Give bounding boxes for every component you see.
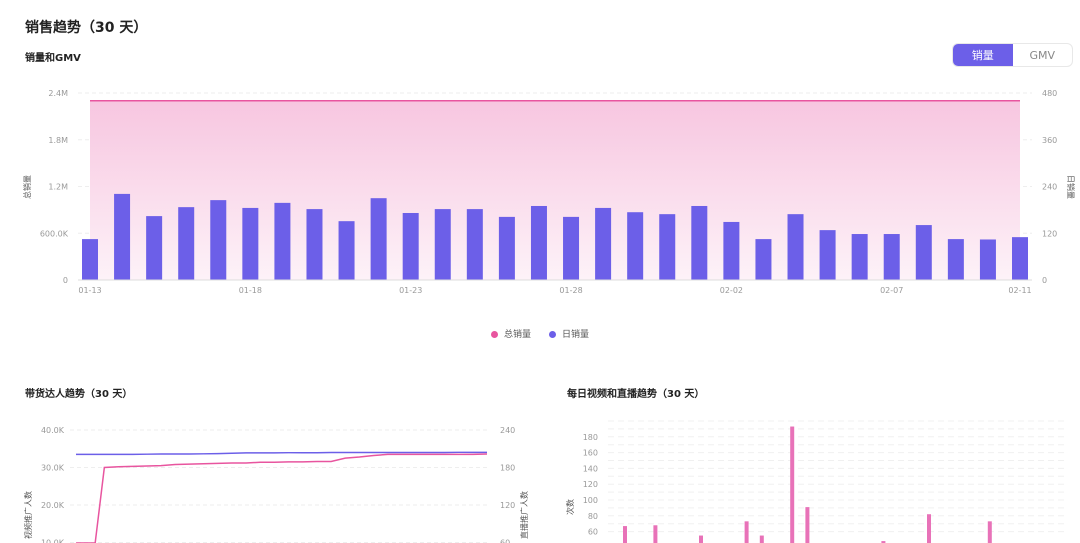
x-tick-label: 01-28 xyxy=(559,286,582,295)
daily-count-bar xyxy=(699,535,703,543)
daily-sales-bar xyxy=(627,212,644,280)
daily-count-bar xyxy=(653,525,658,543)
total-sales-area xyxy=(90,100,1020,281)
left-tick-label: 40.0K xyxy=(41,426,65,435)
y-tick-label: 80 xyxy=(588,512,598,521)
sales-subtitle: 销量和GMV xyxy=(25,53,81,64)
left-tick-label: 10.0K xyxy=(41,539,65,543)
sales-chart: 0 0 600.0K 120 1.2M 240 1.8M 360 2.4M 480 总销量 日销量 01… xyxy=(22,89,1076,295)
y-axis-label-right: 日销量 xyxy=(1066,175,1076,199)
right-tick-label: 180 xyxy=(500,464,515,473)
toggle-gmv-button[interactable]: GMV xyxy=(1029,48,1056,62)
left-tick-label: 20.0K xyxy=(41,501,65,510)
right-tick-label: 360 xyxy=(1042,136,1057,145)
daily-sales-bar xyxy=(979,239,996,280)
daily-sales-bar xyxy=(755,239,772,280)
daily-sales-bar xyxy=(370,198,387,280)
y-tick-label: 160 xyxy=(583,449,598,458)
daily-count-bar xyxy=(805,507,810,543)
daily-sales-bar xyxy=(691,205,708,280)
y-axis-label: 次数 xyxy=(565,499,575,515)
y-axis-label-right: 直播推广人数 xyxy=(519,491,529,539)
daily-count-bar xyxy=(987,521,992,543)
daily-count-bar xyxy=(623,526,627,543)
x-tick-label: 02-07 xyxy=(880,286,903,295)
x-tick-label: 01-13 xyxy=(78,286,101,295)
right-tick-label: 0 xyxy=(1042,276,1047,285)
daily-sales-bar xyxy=(274,202,291,280)
daily-sales-bar xyxy=(883,234,900,280)
daily-sales-bar xyxy=(498,216,515,280)
y-tick-label: 100 xyxy=(583,496,598,505)
y-tick-label: 140 xyxy=(583,464,598,473)
x-tick-label: 01-23 xyxy=(399,286,422,295)
left-tick-label: 0 xyxy=(63,276,68,285)
y-tick-label: 60 xyxy=(588,528,598,537)
left-tick-label: 30.0K xyxy=(41,464,65,473)
daily-sales-bar xyxy=(338,221,355,280)
legend-dot-icon xyxy=(490,331,498,338)
right-tick-label: 120 xyxy=(500,501,515,510)
toggle-sales-button[interactable]: 销量 xyxy=(953,44,1013,66)
daily-count-bar xyxy=(881,541,886,543)
daily-sales-bar xyxy=(210,200,227,280)
video-promoters-line xyxy=(76,453,488,543)
daily-sales-bar xyxy=(402,212,419,280)
daily-sales-bar xyxy=(947,239,964,280)
y-axis-label-left: 总销量 xyxy=(22,175,32,199)
daily-sales-bar xyxy=(723,221,740,280)
daily-title: 每日视频和直播趋势（30 天） xyxy=(567,389,705,400)
daily-sales-bar xyxy=(530,205,547,280)
daily-count-bar xyxy=(927,514,931,543)
y-axis-label-left: 视频推广人数 xyxy=(23,491,33,539)
daily-sales-bar xyxy=(851,234,868,280)
daily-sales-bar xyxy=(434,209,451,280)
legend-item-daily[interactable]: 日销量 xyxy=(549,327,589,340)
x-tick-label: 01-18 xyxy=(239,286,262,295)
metric-toggle[interactable]: 销量 GMV xyxy=(952,43,1073,67)
daily-sales-bar xyxy=(114,193,131,280)
daily-sales-bar xyxy=(659,214,676,280)
daily-sales-bar xyxy=(178,207,195,280)
creators-title: 带货达人趋势（30 天） xyxy=(25,389,133,400)
right-tick-label: 120 xyxy=(1042,229,1057,238)
right-tick-label: 240 xyxy=(500,426,515,435)
left-tick-label: 1.8M xyxy=(48,136,68,145)
y-tick-label: 180 xyxy=(583,433,598,442)
x-tick-label: 02-02 xyxy=(720,286,743,295)
left-tick-label: 1.2M xyxy=(48,183,68,192)
creators-chart: 10.0K 60 20.0K 120 30.0K 180 40.0K 240 视频推广人数 直播推… xyxy=(23,426,529,543)
daily-sales-bar xyxy=(915,225,932,280)
daily-chart: 60 80 100 120 140 160 180 次数 xyxy=(565,420,1065,543)
left-tick-label: 600.0K xyxy=(40,229,69,238)
daily-sales-bar xyxy=(306,209,323,280)
legend-label: 日销量 xyxy=(562,330,590,340)
legend-item-total[interactable]: 总销量 xyxy=(490,327,531,340)
daily-sales-bar xyxy=(787,214,804,280)
daily-sales-bar xyxy=(563,216,580,280)
daily-sales-bar xyxy=(82,239,98,280)
x-tick-label: 02-11 xyxy=(1008,286,1031,295)
daily-sales-bar xyxy=(466,209,483,280)
daily-sales-bar xyxy=(1012,237,1028,280)
page-title: 销售趋势（30 天） xyxy=(25,20,148,36)
live-promoters-line xyxy=(76,451,487,456)
right-tick-label: 480 xyxy=(1042,89,1057,98)
legend-dot-icon xyxy=(549,331,556,338)
daily-count-bar xyxy=(744,521,749,543)
y-tick-label: 120 xyxy=(583,480,598,489)
sales-legend: 总销量 日销量 xyxy=(0,327,1080,340)
right-tick-label: 60 xyxy=(500,539,510,543)
daily-count-bar xyxy=(790,426,795,543)
daily-count-bar xyxy=(759,535,764,543)
right-tick-label: 240 xyxy=(1042,183,1057,192)
legend-label: 总销量 xyxy=(503,330,531,340)
daily-sales-bar xyxy=(819,230,836,280)
left-tick-label: 2.4M xyxy=(48,89,68,98)
daily-sales-bar xyxy=(242,207,259,280)
daily-sales-bar xyxy=(595,207,612,280)
daily-sales-bar xyxy=(146,216,163,280)
